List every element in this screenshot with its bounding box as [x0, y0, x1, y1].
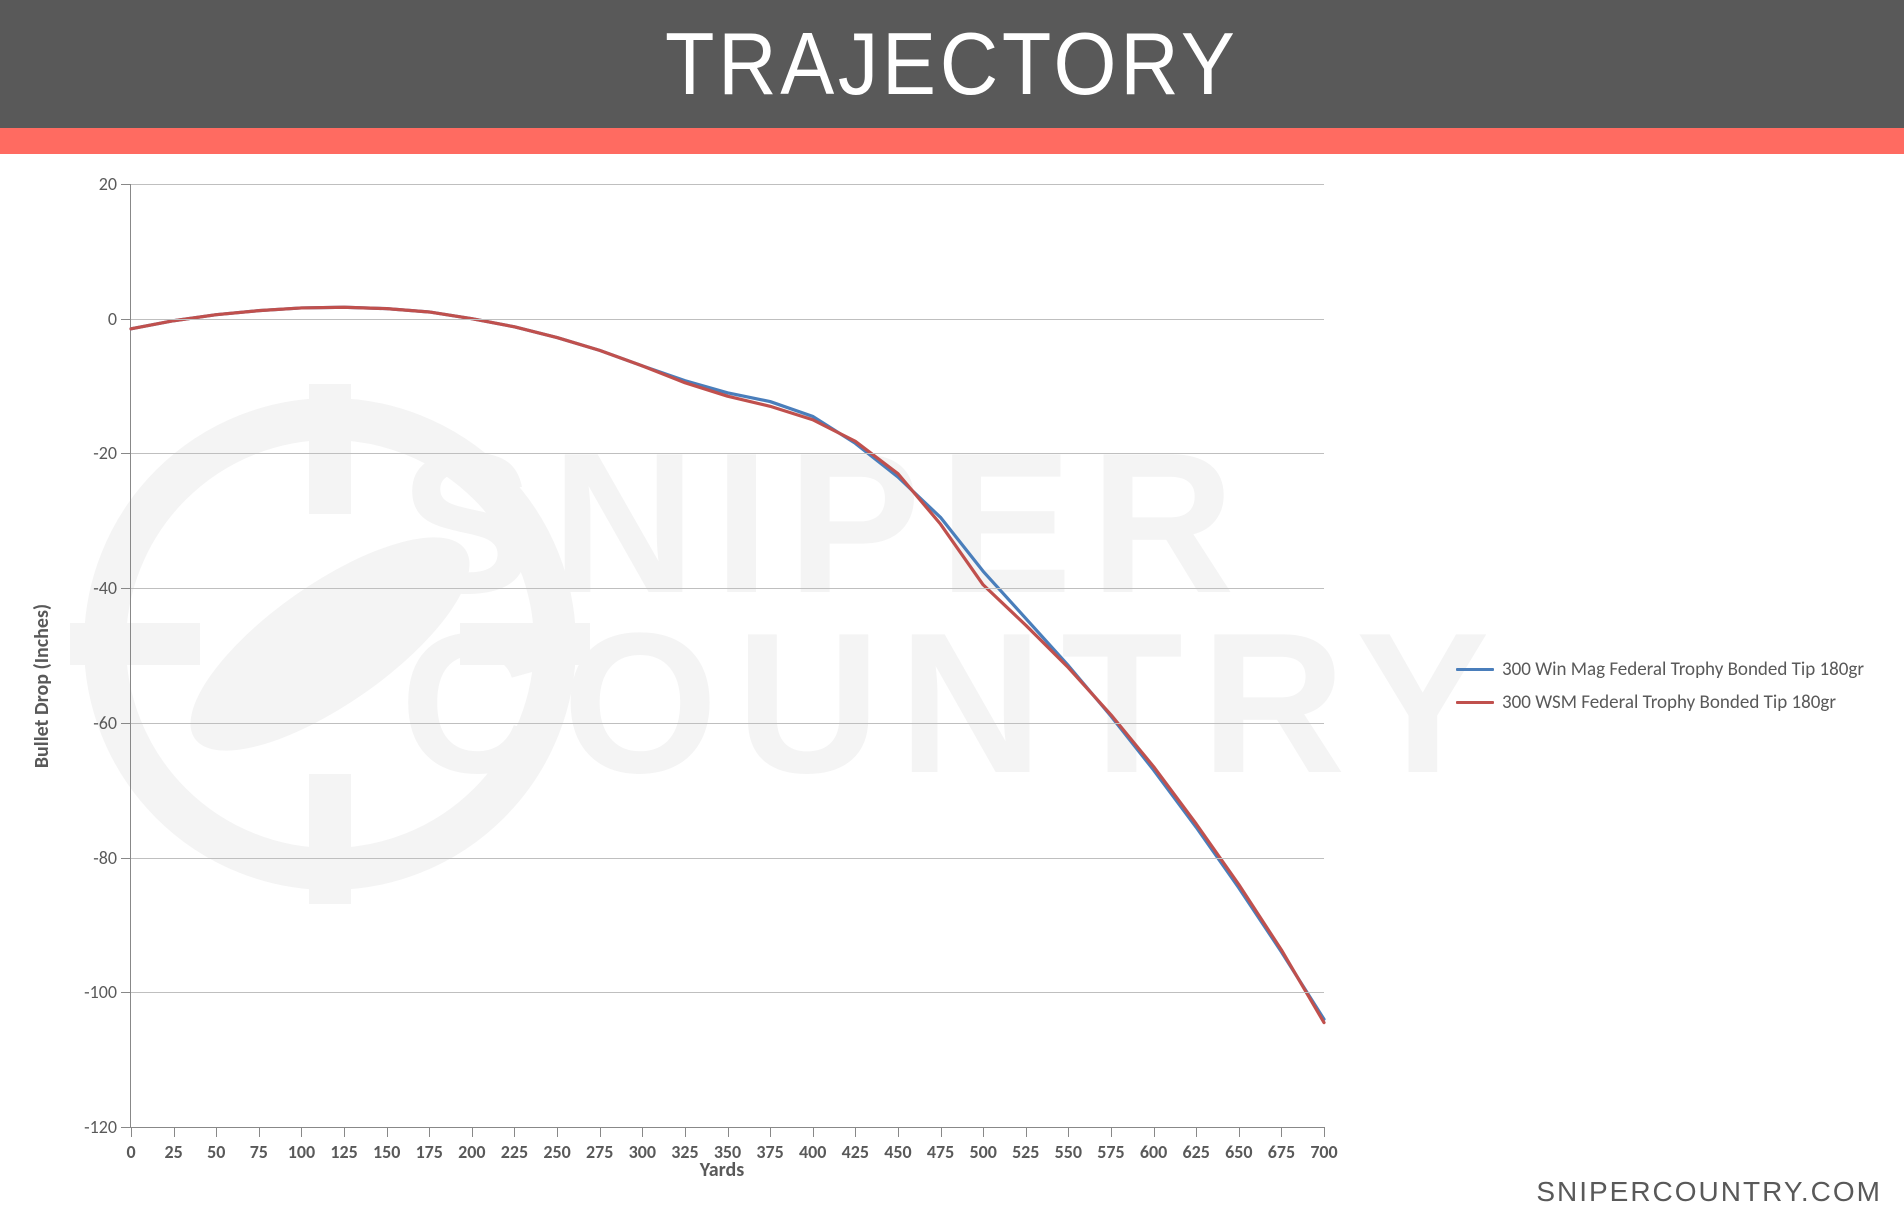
x-tick	[770, 1127, 771, 1137]
y-tick-label: 20	[99, 173, 117, 195]
y-tick	[121, 723, 131, 724]
y-tick-label: -20	[93, 442, 117, 464]
x-tick-label: 600	[1140, 1141, 1167, 1163]
x-tick	[1154, 1127, 1155, 1137]
x-tick	[685, 1127, 686, 1137]
x-tick	[1068, 1127, 1069, 1137]
x-tick-label: 150	[373, 1141, 400, 1163]
x-axis-label: Yards	[700, 1158, 744, 1182]
x-tick	[600, 1127, 601, 1137]
x-tick-label: 25	[164, 1141, 182, 1163]
x-tick-label: 500	[969, 1141, 996, 1163]
x-tick-label: 550	[1055, 1141, 1082, 1163]
y-tick	[121, 1127, 131, 1128]
x-tick-label: 50	[207, 1141, 225, 1163]
x-tick-label: 400	[799, 1141, 826, 1163]
x-tick	[344, 1127, 345, 1137]
gridline	[131, 992, 1324, 993]
x-tick-label: 575	[1097, 1141, 1124, 1163]
legend: 300 Win Mag Federal Trophy Bonded Tip 18…	[1456, 648, 1864, 724]
x-tick	[941, 1127, 942, 1137]
x-tick-label: 475	[927, 1141, 954, 1163]
y-tick-label: 0	[108, 308, 117, 330]
y-tick	[121, 319, 131, 320]
legend-item: 300 Win Mag Federal Trophy Bonded Tip 18…	[1456, 658, 1864, 681]
x-tick	[514, 1127, 515, 1137]
x-tick	[1281, 1127, 1282, 1137]
y-tick-label: -40	[93, 577, 117, 599]
x-tick-label: 225	[501, 1141, 528, 1163]
y-tick-label: -100	[84, 981, 117, 1003]
x-tick-label: 325	[671, 1141, 698, 1163]
x-tick-label: 125	[330, 1141, 357, 1163]
x-tick	[387, 1127, 388, 1137]
x-tick-label: 200	[458, 1141, 485, 1163]
series-line	[131, 307, 1324, 1019]
gridline	[131, 723, 1324, 724]
x-tick	[131, 1127, 132, 1137]
x-tick	[301, 1127, 302, 1137]
y-tick	[121, 858, 131, 859]
x-tick-label: 375	[756, 1141, 783, 1163]
chart-area: SNIPER COUNTRY Bullet Drop (Inches) -120…	[0, 154, 1904, 1218]
header-bar: TRAJECTORY	[0, 0, 1904, 128]
x-tick-label: 525	[1012, 1141, 1039, 1163]
y-axis-label: Bullet Drop (Inches)	[30, 604, 54, 768]
x-tick-label: 425	[842, 1141, 869, 1163]
y-tick-label: -60	[93, 712, 117, 734]
x-tick	[1239, 1127, 1240, 1137]
plot-container: -120-100-80-60-40-2002002550751001251501…	[130, 184, 1324, 1128]
x-tick-label: 75	[250, 1141, 268, 1163]
x-tick-label: 300	[629, 1141, 656, 1163]
x-tick	[813, 1127, 814, 1137]
x-tick	[728, 1127, 729, 1137]
y-tick-label: -80	[93, 847, 117, 869]
gridline	[131, 184, 1324, 185]
x-tick	[557, 1127, 558, 1137]
x-tick	[1111, 1127, 1112, 1137]
footer-brand: SNIPERCOUNTRY.COM	[1536, 1176, 1882, 1208]
series-line	[131, 307, 1324, 1022]
x-tick	[983, 1127, 984, 1137]
accent-bar	[0, 128, 1904, 154]
x-tick-label: 675	[1268, 1141, 1295, 1163]
x-tick	[259, 1127, 260, 1137]
x-tick-label: 0	[126, 1141, 135, 1163]
y-tick	[121, 588, 131, 589]
x-tick	[472, 1127, 473, 1137]
x-tick-label: 275	[586, 1141, 613, 1163]
gridline	[131, 858, 1324, 859]
legend-label: 300 Win Mag Federal Trophy Bonded Tip 18…	[1502, 658, 1864, 681]
y-tick	[121, 992, 131, 993]
x-tick-label: 700	[1310, 1141, 1337, 1163]
legend-label: 300 WSM Federal Trophy Bonded Tip 180gr	[1502, 691, 1836, 714]
legend-swatch	[1456, 701, 1494, 705]
legend-item: 300 WSM Federal Trophy Bonded Tip 180gr	[1456, 691, 1864, 714]
x-tick-label: 650	[1225, 1141, 1252, 1163]
gridline	[131, 319, 1324, 320]
x-tick	[1196, 1127, 1197, 1137]
x-tick	[642, 1127, 643, 1137]
x-tick-label: 175	[416, 1141, 443, 1163]
y-tick-label: -120	[84, 1116, 117, 1138]
page-title: TRAJECTORY	[665, 13, 1239, 115]
x-tick	[855, 1127, 856, 1137]
x-tick	[1026, 1127, 1027, 1137]
x-tick-label: 450	[884, 1141, 911, 1163]
x-tick-label: 250	[543, 1141, 570, 1163]
x-tick	[174, 1127, 175, 1137]
x-tick	[898, 1127, 899, 1137]
chart-lines	[131, 184, 1324, 1127]
gridline	[131, 588, 1324, 589]
x-tick	[429, 1127, 430, 1137]
x-tick	[216, 1127, 217, 1137]
y-tick	[121, 184, 131, 185]
plot: -120-100-80-60-40-2002002550751001251501…	[130, 184, 1324, 1128]
x-tick	[1324, 1127, 1325, 1137]
y-tick	[121, 453, 131, 454]
legend-swatch	[1456, 668, 1494, 672]
x-tick-label: 100	[288, 1141, 315, 1163]
gridline	[131, 453, 1324, 454]
x-tick-label: 625	[1182, 1141, 1209, 1163]
